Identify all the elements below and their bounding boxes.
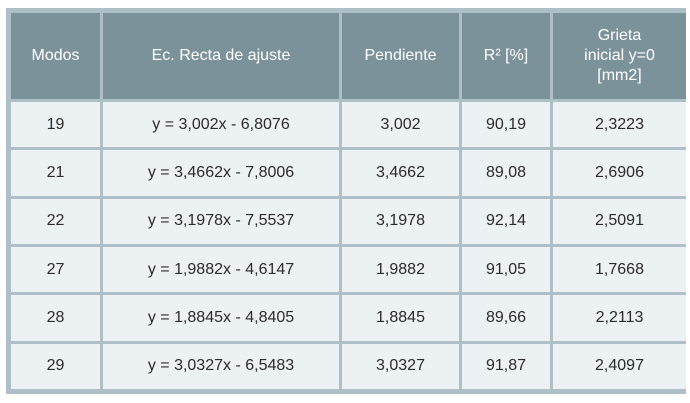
- header-pendiente: Pendiente: [342, 13, 459, 99]
- cell-modo: 27: [11, 246, 100, 293]
- cell-pendiente: 3,0327: [342, 343, 459, 389]
- table-row: 28 y = 1,8845x - 4,8405 1,8845 89,66 2,2…: [11, 295, 686, 341]
- header-modos: Modos: [11, 13, 100, 99]
- table-row: 19 y = 3,002x - 6,8076 3,002 90,19 2,322…: [11, 102, 686, 148]
- cell-ecuacion: y = 1,8845x - 4,8405: [103, 295, 339, 341]
- table-row: 22 y = 3,1978x - 7,5537 3,1978 92,14 2,5…: [11, 198, 686, 244]
- cell-r2: 90,19: [462, 102, 550, 148]
- header-grieta-line2: inicial y=0: [584, 47, 655, 64]
- header-grieta-line3: [mm2]: [597, 67, 642, 84]
- cell-pendiente: 3,4662: [342, 150, 459, 196]
- cell-r2: 91,05: [462, 246, 550, 293]
- data-table-frame: Modos Ec. Recta de ajuste Pendiente R² […: [6, 8, 686, 394]
- cell-r2: 91,87: [462, 343, 550, 389]
- header-ecuacion: Ec. Recta de ajuste: [103, 13, 339, 99]
- header-grieta: Grieta inicial y=0 [mm2]: [553, 13, 686, 99]
- cell-ecuacion: y = 3,0327x - 6,5483: [103, 343, 339, 389]
- cell-grieta: 2,6906: [553, 150, 686, 196]
- cell-r2: 89,66: [462, 295, 550, 341]
- cell-ecuacion: y = 3,1978x - 7,5537: [103, 198, 339, 244]
- header-r2: R² [%]: [462, 13, 550, 99]
- table-row: 21 y = 3,4662x - 7,8006 3,4662 89,08 2,6…: [11, 150, 686, 196]
- cell-pendiente: 3,1978: [342, 198, 459, 244]
- cell-r2: 89,08: [462, 150, 550, 196]
- cell-grieta: 2,4097: [553, 343, 686, 389]
- cell-grieta: 1,7668: [553, 246, 686, 293]
- cell-modo: 22: [11, 198, 100, 244]
- cell-ecuacion: y = 3,002x - 6,8076: [103, 102, 339, 148]
- cell-grieta: 2,3223: [553, 102, 686, 148]
- table-row: 29 y = 3,0327x - 6,5483 3,0327 91,87 2,4…: [11, 343, 686, 389]
- header-grieta-line1: Grieta: [597, 27, 642, 44]
- header-row: Modos Ec. Recta de ajuste Pendiente R² […: [11, 13, 686, 99]
- data-table: Modos Ec. Recta de ajuste Pendiente R² […: [8, 10, 689, 392]
- cell-pendiente: 1,9882: [342, 246, 459, 293]
- cell-modo: 21: [11, 150, 100, 196]
- cell-modo: 28: [11, 295, 100, 341]
- cell-grieta: 2,2113: [553, 295, 686, 341]
- cell-pendiente: 3,002: [342, 102, 459, 148]
- table-row: 27 y = 1,9882x - 4,6147 1,9882 91,05 1,7…: [11, 246, 686, 293]
- cell-ecuacion: y = 3,4662x - 7,8006: [103, 150, 339, 196]
- cell-modo: 19: [11, 102, 100, 148]
- cell-ecuacion: y = 1,9882x - 4,6147: [103, 246, 339, 293]
- cell-modo: 29: [11, 343, 100, 389]
- cell-r2: 92,14: [462, 198, 550, 244]
- cell-pendiente: 1,8845: [342, 295, 459, 341]
- cell-grieta: 2,5091: [553, 198, 686, 244]
